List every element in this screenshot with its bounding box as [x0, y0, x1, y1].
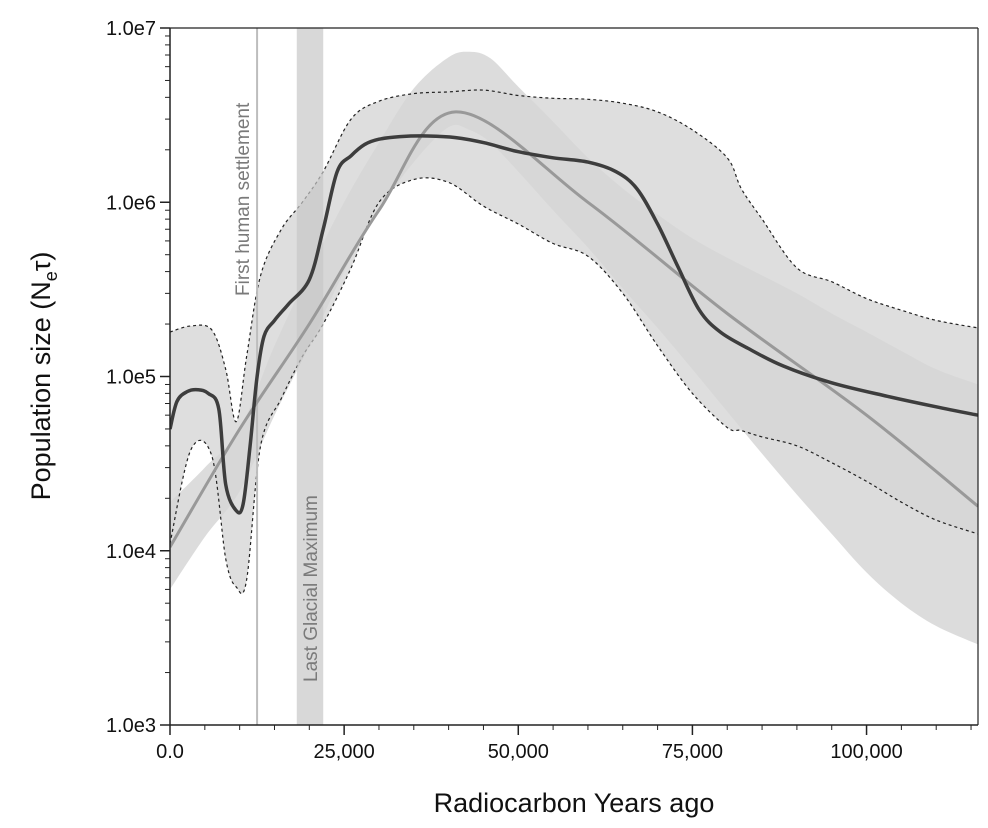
trend-band-area [170, 51, 978, 645]
hpd-lower-line [170, 177, 978, 595]
y-tick-label: 1.0e5 [106, 367, 156, 389]
chart-lines [170, 110, 978, 548]
x-axis-title: Radiocarbon Years ago [434, 788, 715, 818]
axis-ticks: 1.0e3 1.0e4 1.0e5 1.0e6 1.0e7 0.0 25,000 50,000… [106, 18, 972, 763]
y-axis-title: Population size (Neτ) [26, 252, 61, 501]
y-axis-title-tail: τ) [26, 252, 56, 272]
x-tick-label: 0.0 [156, 741, 184, 763]
x-tick-label: 100,000 [830, 741, 902, 763]
y-axis-title-subscript: e [41, 271, 61, 281]
x-tick-label: 25,000 [314, 741, 375, 763]
median-line [170, 134, 978, 515]
annotation-labels: First human settlement Last Glacial Maxim… [233, 102, 322, 682]
x-tick-label: 50,000 [488, 741, 549, 763]
trend-line [170, 110, 978, 548]
y-axis-title-main: Population size (N [26, 281, 56, 500]
lgm-label: Last Glacial Maximum [301, 495, 322, 682]
y-tick-label: 1.0e3 [106, 715, 156, 737]
chart-bands [170, 51, 978, 645]
y-tick-label: 1.0e6 [106, 192, 156, 214]
x-tick-label: 75,000 [662, 741, 723, 763]
hpd-upper-line [170, 89, 978, 423]
y-tick-label: 1.0e4 [106, 541, 156, 563]
lgm-band [296, 28, 324, 725]
y-tick-label: 1.0e7 [106, 18, 156, 40]
settlement-label: First human settlement [233, 102, 254, 296]
